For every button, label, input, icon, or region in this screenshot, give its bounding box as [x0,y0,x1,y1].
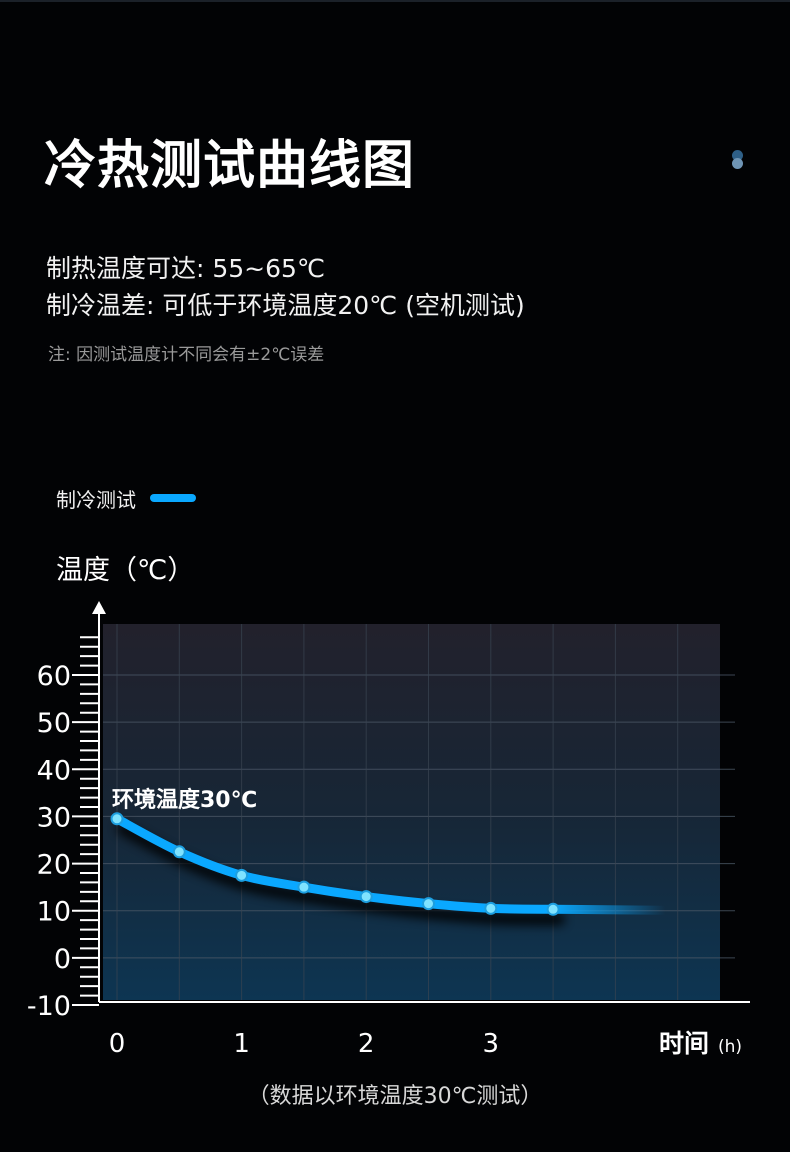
y-tick-label: 60 [37,661,71,692]
x-tick-label: 0 [109,1029,126,1059]
data-point [359,890,373,904]
y-tick-label: -10 [27,991,71,1022]
plot-background [103,624,720,1000]
cooling-chart: 60 50 40 30 20 10 0 -10 0 1 2 3 时间 (h) 环境温度30℃ [27,601,750,1059]
decorative-dots [730,150,744,172]
x-axis-unit: (h) [718,1037,742,1057]
y-tick-label: 40 [37,755,71,786]
x-tick-label: 3 [483,1029,500,1059]
data-point [172,845,186,859]
data-point [110,812,124,826]
error-note: 注: 因测试温度计不同会有±2℃误差 [48,345,325,365]
y-tick-label: 10 [37,897,71,928]
data-point [422,897,435,911]
dot-icon [732,158,743,169]
y-axis-arrow-icon [92,601,106,614]
x-tick-label: 2 [358,1029,375,1059]
legend-swatch [150,494,196,502]
dot-icon [732,150,743,161]
y-tick-label: 50 [37,708,71,739]
y-tick-label: 0 [54,944,71,975]
data-point [297,880,311,894]
y-tick-label: 20 [37,850,71,881]
y-axis-label: 温度（℃） [56,555,195,586]
spec-heating: 制热温度可达: 55~65℃ [46,254,326,283]
x-axis-label: 时间 [659,1029,709,1058]
data-point [484,901,498,915]
series-tail [548,904,670,915]
top-divider [0,0,790,2]
series-shadow [117,822,566,926]
chart-legend: 制冷测试 [56,484,196,512]
legend-label: 制冷测试 [56,487,136,512]
page-title: 冷热测试曲线图 [44,136,416,196]
series-shadow-path [117,822,566,926]
data-point [546,902,560,916]
chart-caption: （数据以环境温度30℃测试） [247,1084,543,1109]
data-point [235,868,249,882]
spec-cooling: 制冷温差: 可低于环境温度20℃ (空机测试) [46,291,525,320]
y-tick-label: 30 [37,802,71,833]
ambient-temp-annotation: 环境温度30℃ [112,787,257,813]
x-tick-label: 1 [233,1029,250,1059]
